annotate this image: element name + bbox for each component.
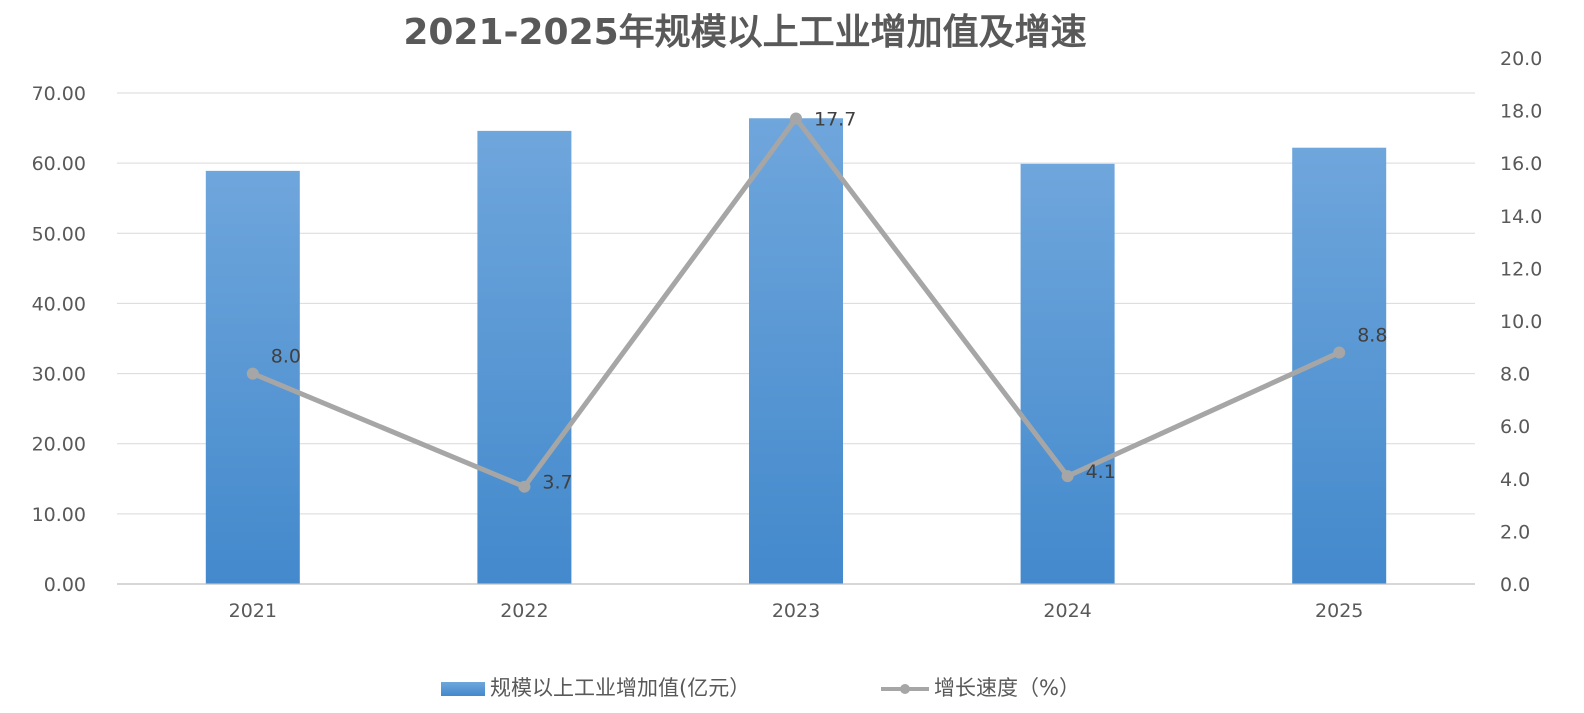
left-tick-label: 30.00 — [32, 364, 86, 386]
right-tick-label: 8.0 — [1500, 364, 1530, 386]
category-label: 2021 — [229, 600, 277, 622]
bar — [749, 118, 843, 584]
left-tick-label: 0.00 — [44, 574, 86, 596]
right-tick-label: 12.0 — [1500, 258, 1542, 280]
bar — [1020, 163, 1115, 584]
left-tick-label: 20.00 — [32, 434, 86, 456]
left-tick-label: 70.00 — [32, 83, 86, 105]
legend-line-label: 增长速度（%） — [934, 676, 1080, 700]
data-label: 8.0 — [271, 346, 301, 368]
category-label: 2025 — [1315, 600, 1363, 622]
line-point — [518, 480, 531, 493]
left-tick-label: 40.00 — [32, 293, 86, 315]
legend: 规模以上工业增加值(亿元） 增长速度（%） — [441, 676, 1080, 700]
right-tick-label: 6.0 — [1500, 416, 1530, 438]
chart-title: 2021-2025年规模以上工业增加值及增速 — [403, 12, 1086, 53]
legend-item-bar: 规模以上工业增加值(亿元） — [441, 676, 750, 700]
data-label: 4.1 — [1086, 461, 1116, 483]
category-labels: 2021 2022 2023 2024 2025 — [229, 600, 1364, 622]
right-tick-label: 4.0 — [1500, 469, 1530, 491]
right-tick-label: 10.0 — [1500, 311, 1542, 333]
line-point — [1333, 346, 1346, 359]
right-tick-label: 0.0 — [1500, 574, 1530, 596]
line-point — [1061, 470, 1074, 483]
legend-item-line: 增长速度（%） — [881, 676, 1080, 700]
legend-line-marker — [900, 684, 910, 694]
line-data-labels: 8.0 3.7 17.7 4.1 8.8 — [271, 108, 1388, 493]
right-tick-label: 16.0 — [1500, 153, 1542, 175]
bar-series — [205, 118, 1387, 584]
data-label: 8.8 — [1357, 325, 1387, 347]
category-label: 2022 — [500, 600, 548, 622]
legend-bar-swatch — [441, 682, 485, 696]
right-tick-label: 2.0 — [1500, 521, 1530, 543]
category-label: 2023 — [772, 600, 820, 622]
right-tick-label: 14.0 — [1500, 206, 1542, 228]
line-series — [246, 112, 1346, 493]
line-point — [246, 367, 259, 380]
left-tick-label: 60.00 — [32, 153, 86, 175]
legend-bar-label: 规模以上工业增加值(亿元） — [490, 676, 750, 700]
bar — [477, 130, 572, 584]
right-tick-label: 18.0 — [1500, 101, 1542, 123]
left-tick-label: 50.00 — [32, 223, 86, 245]
right-axis-ticks: 0.0 2.0 4.0 6.0 8.0 10.0 12.0 14.0 16.0 18.0 20.0 — [1500, 48, 1542, 596]
data-label: 3.7 — [542, 472, 572, 494]
data-label: 17.7 — [814, 108, 856, 130]
left-axis-ticks: 0.00 10.00 20.00 30.00 40.00 50.00 60.00 70.00 — [32, 83, 86, 596]
right-tick-label: 20.0 — [1500, 48, 1542, 70]
left-tick-label: 10.00 — [32, 504, 86, 526]
line-point — [790, 112, 802, 125]
category-label: 2024 — [1043, 600, 1091, 622]
